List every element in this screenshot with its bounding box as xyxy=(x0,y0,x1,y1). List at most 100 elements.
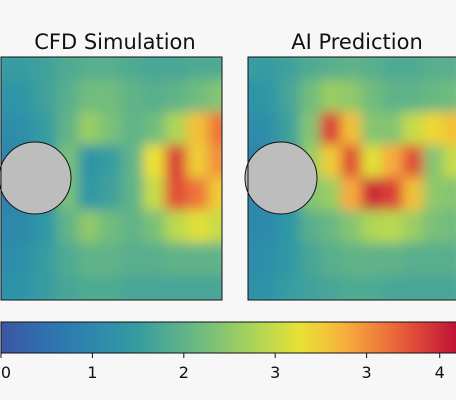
heatmap-cfd-cell xyxy=(186,79,211,115)
heatmap-cfd-cell xyxy=(99,144,124,180)
heatmap-ai-cell xyxy=(279,210,302,245)
heatmap-cfd-cell xyxy=(1,242,15,278)
heatmap-cfd-cell xyxy=(77,112,102,147)
heatmap-ai-cell xyxy=(381,177,405,213)
colorbar-tick-label: 3 xyxy=(270,363,280,382)
heatmap-cfd-cell xyxy=(164,144,189,180)
heatmap-cfd-cell xyxy=(208,144,222,180)
heatmap-ai-cell xyxy=(340,275,364,300)
heatmap-cfd-cell xyxy=(121,210,146,245)
heatmap-cfd-cell xyxy=(164,275,189,300)
heatmap-cfd-cell xyxy=(186,57,211,82)
heatmap-cfd-cell xyxy=(77,275,102,300)
heatmap-cfd-cell xyxy=(99,275,124,300)
heatmap-cfd-cell xyxy=(77,57,102,82)
colorbar-ticks: 0 1 2 3 3 4 xyxy=(0,353,445,382)
heatmap-ai-cell xyxy=(361,144,384,180)
obstacle-cylinder-ai xyxy=(244,141,318,215)
heatmap-ai-cell xyxy=(299,275,323,300)
heatmap-cfd-cell xyxy=(34,242,59,278)
heatmap-cfd-cell xyxy=(99,112,124,147)
heatmap-ai-cell xyxy=(340,79,364,115)
heatmap-ai-cell xyxy=(248,242,261,278)
heatmap-ai-cell xyxy=(443,57,456,82)
heatmap-cfd-cell xyxy=(56,57,80,82)
heatmap-cfd-cell xyxy=(1,57,15,82)
heatmap-ai-cell xyxy=(320,210,343,245)
heatmap-cfd-cell xyxy=(56,112,80,147)
heatmap-cfd-cell xyxy=(121,242,146,278)
heatmap-cfd-cell xyxy=(77,177,102,213)
heatmap-ai-cell xyxy=(320,112,343,147)
heatmap-ai-cell xyxy=(402,57,425,82)
heatmap-cfd-cell xyxy=(99,177,124,213)
heatmap-ai-cell xyxy=(279,275,302,300)
heatmap-ai-cell xyxy=(381,242,405,278)
heatmap-ai-cell xyxy=(258,79,282,115)
colorbar-tick-label: 1 xyxy=(87,363,97,382)
heatmap-cfd-cell xyxy=(56,242,80,278)
heatmap-cfd-cell xyxy=(56,79,80,115)
heatmap-ai-cell xyxy=(422,210,446,245)
heatmap-cfd-cell xyxy=(143,242,167,278)
heatmap-ai-cell xyxy=(340,112,364,147)
heatmap-ai-cell xyxy=(402,275,425,300)
heatmap-cfd-cell xyxy=(143,144,167,180)
heatmap-cfd-cell xyxy=(34,210,59,245)
heatmap-ai-cell xyxy=(361,177,384,213)
heatmap-cfd-cell xyxy=(121,275,146,300)
heatmap-ai-cell xyxy=(422,242,446,278)
heatmap-ai-cell xyxy=(299,112,323,147)
heatmap-ai-cell xyxy=(320,242,343,278)
heatmap-cfd-cell xyxy=(143,112,167,147)
heatmap-ai-cell xyxy=(381,144,405,180)
heatmap-cfd-cell xyxy=(208,112,222,147)
heatmap-cfd-cell xyxy=(164,57,189,82)
heatmap-ai-cell xyxy=(422,112,446,147)
heatmap-ai-cell xyxy=(422,57,446,82)
heatmap-ai-cell xyxy=(248,275,261,300)
heatmap-cfd-cell xyxy=(12,57,37,82)
heatmap-ai-cell xyxy=(381,79,405,115)
heatmap-cfd-cell xyxy=(77,144,102,180)
heatmap-cfd-cell xyxy=(99,242,124,278)
heatmap-ai-cell xyxy=(402,79,425,115)
heatmap-ai-cell xyxy=(443,144,456,180)
heatmap-ai-cell xyxy=(279,242,302,278)
heatmap-ai-cell xyxy=(402,112,425,147)
heatmap-ai-cell xyxy=(381,210,405,245)
heatmap-cfd-cell xyxy=(99,57,124,82)
heatmap-cfd-cell xyxy=(34,57,59,82)
heatmap-ai-cell xyxy=(279,57,302,82)
heatmap-ai-cell xyxy=(422,275,446,300)
heatmap-cfd-cell xyxy=(1,210,15,245)
heatmap-cfd-cell xyxy=(121,144,146,180)
colorbar-tick-label: 2 xyxy=(179,363,189,382)
heatmap-cfd-cell xyxy=(1,112,15,147)
heatmap-ai-cell xyxy=(361,210,384,245)
heatmap-ai-cell xyxy=(340,242,364,278)
heatmap-ai-cell xyxy=(258,242,282,278)
heatmap-cfd-cell xyxy=(121,177,146,213)
heatmap-ai-cell xyxy=(361,242,384,278)
heatmap-ai-cell xyxy=(279,112,302,147)
heatmap-cfd-cell xyxy=(164,242,189,278)
heatmap-panel-ai xyxy=(244,56,456,301)
heatmap-ai-cell xyxy=(320,79,343,115)
heatmap-cfd-cell xyxy=(186,210,211,245)
heatmap-ai-cell xyxy=(299,57,323,82)
heatmap-ai-cell xyxy=(248,210,261,245)
heatmap-cfd-cell xyxy=(99,210,124,245)
heatmap-ai-cell xyxy=(340,210,364,245)
heatmap-cfd-cell xyxy=(164,79,189,115)
heatmap-cfd-cell xyxy=(34,112,59,147)
heatmap-cfd-cell xyxy=(56,275,80,300)
heatmap-cfd-cell xyxy=(208,79,222,115)
heatmap-cfd-cell xyxy=(164,177,189,213)
heatmap-cfd-cell xyxy=(208,57,222,82)
heatmap-cfd-cell xyxy=(121,112,146,147)
heatmap-ai-cell xyxy=(248,112,261,147)
panel-title-ai: AI Prediction xyxy=(291,30,423,54)
heatmap-ai-cell xyxy=(402,177,425,213)
